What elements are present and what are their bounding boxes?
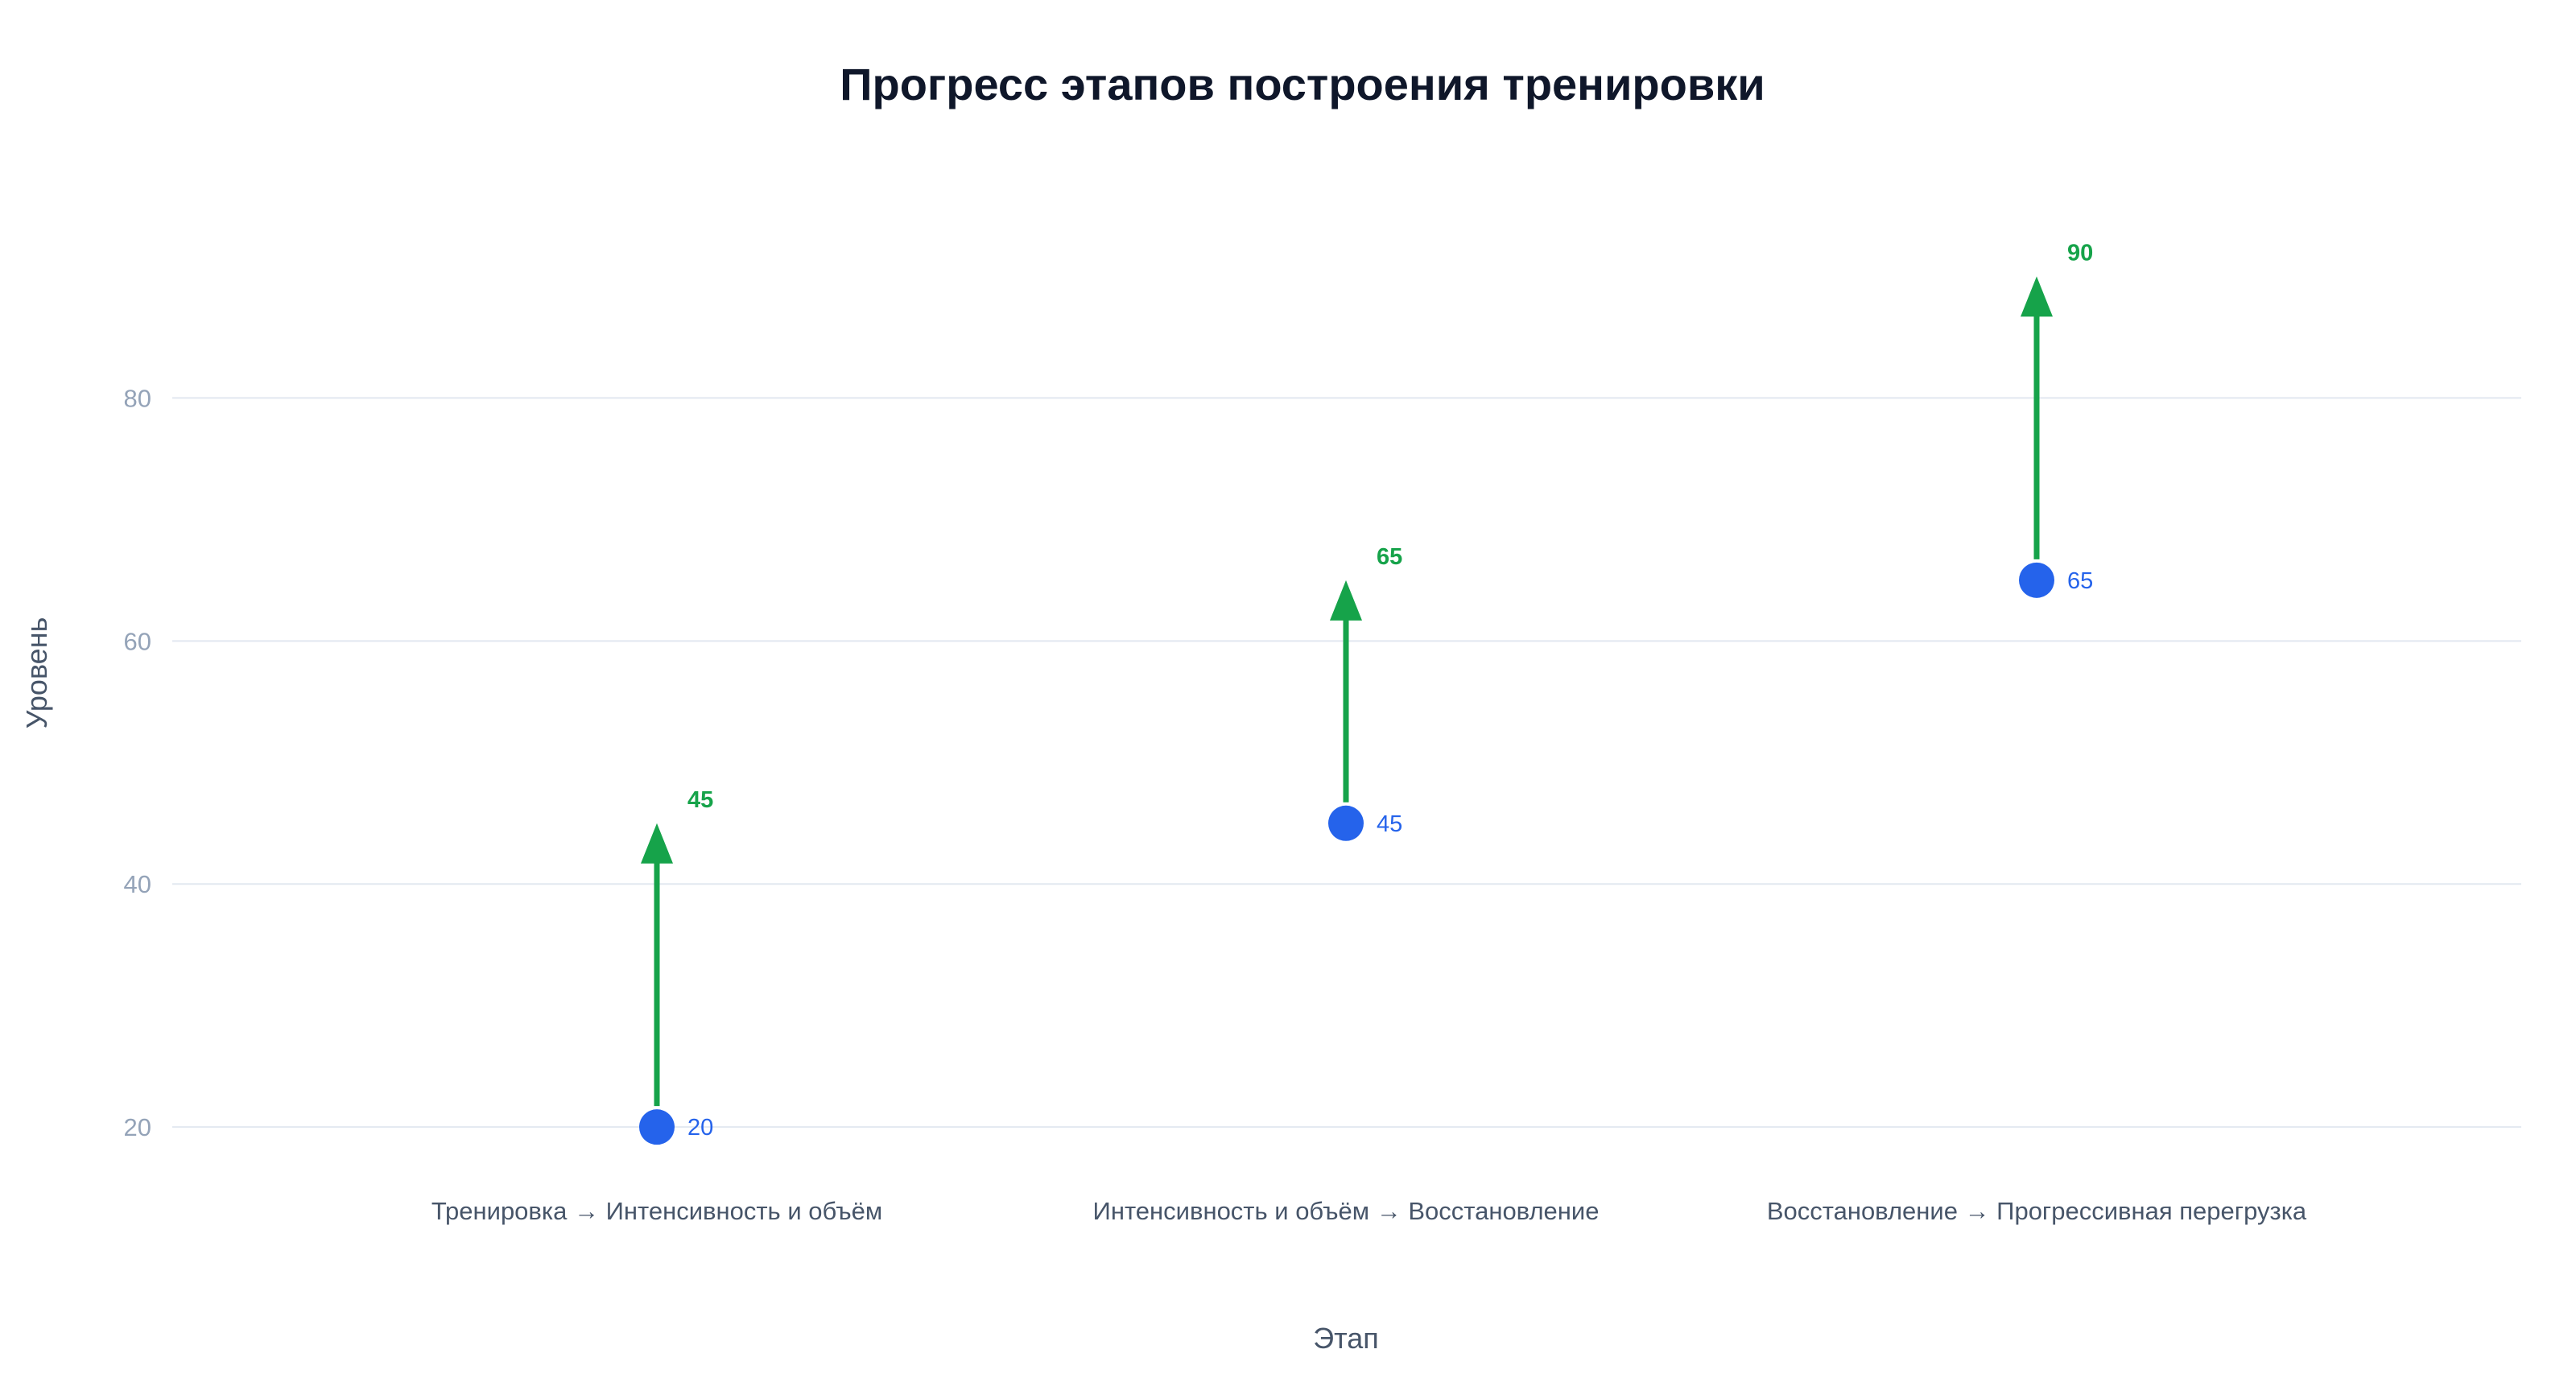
y-tick-label: 20 bbox=[124, 1113, 151, 1141]
y-tick-label: 60 bbox=[124, 627, 151, 655]
chart-title: Прогресс этапов построения тренировки bbox=[840, 59, 1765, 109]
start-value-label: 65 bbox=[2067, 568, 2093, 594]
x-tick-label: Интенсивность и объём → Восстановление bbox=[1093, 1197, 1600, 1225]
x-tick-label: Тренировка → Интенсивность и объём bbox=[431, 1197, 882, 1225]
start-point bbox=[2019, 562, 2054, 598]
y-axis-title: Уровень bbox=[20, 617, 53, 729]
progress-arrow-head bbox=[641, 823, 673, 864]
x-axis-title: Этап bbox=[1313, 1322, 1378, 1355]
end-value-label: 90 bbox=[2067, 240, 2093, 266]
start-value-label: 20 bbox=[687, 1115, 713, 1141]
end-value-label: 65 bbox=[1377, 544, 1402, 570]
progress-arrow-head bbox=[2021, 276, 2053, 317]
x-tick-label: Восстановление → Прогрессивная перегрузк… bbox=[1767, 1197, 2307, 1225]
progress-arrow-head bbox=[1330, 580, 1362, 621]
y-tick-labels: 20 40 60 80 bbox=[124, 384, 151, 1141]
y-tick-label: 80 bbox=[124, 384, 151, 412]
start-point bbox=[639, 1109, 675, 1145]
marks: 20 45 45 65 65 90 bbox=[639, 240, 2093, 1145]
start-point bbox=[1328, 805, 1364, 841]
end-value-label: 45 bbox=[687, 787, 713, 813]
start-value-label: 45 bbox=[1377, 811, 1402, 837]
y-tick-label: 40 bbox=[124, 870, 151, 898]
x-tick-labels: Тренировка → Интенсивность и объём Интенс… bbox=[431, 1197, 2307, 1225]
